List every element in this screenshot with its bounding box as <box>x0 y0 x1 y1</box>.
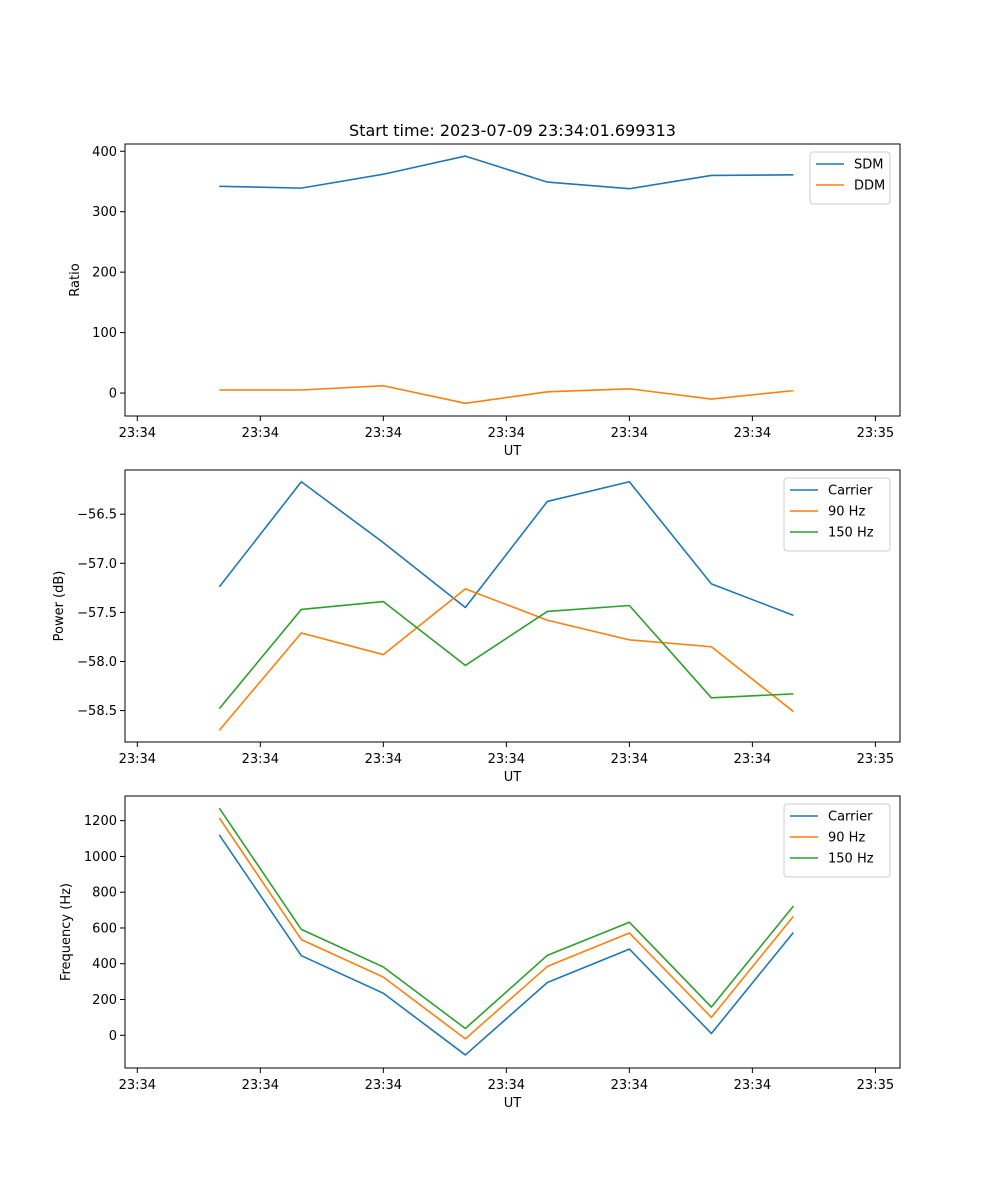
x-tick-label: 23:35 <box>857 1078 894 1093</box>
x-tick-label: 23:34 <box>488 752 525 767</box>
plot-frame <box>124 143 901 417</box>
y-tick-label: 0 <box>109 387 117 402</box>
y-tick-label: 400 <box>92 145 117 160</box>
y-tick-label: 400 <box>92 957 117 972</box>
x-axis-label: UT <box>504 770 522 785</box>
legend-label: 90 Hz <box>828 505 865 520</box>
y-tick-label: 200 <box>92 266 117 281</box>
series-line-carrier <box>218 480 794 617</box>
x-tick-label: 23:34 <box>242 1078 279 1093</box>
series-line-sdm <box>219 155 794 190</box>
y-tick-label: −58.5 <box>77 704 117 719</box>
legend-label: 150 Hz <box>828 526 874 541</box>
y-tick-label: −57.0 <box>77 557 117 572</box>
legend-box <box>809 151 891 205</box>
frequency-panel: 23:34 23:34 23:34 23:34 23:34 23:34 23:35 0 200 4… <box>59 795 901 1111</box>
series-line-150-hz <box>218 600 794 710</box>
legend-label: 150 Hz <box>828 852 874 867</box>
plot-frame <box>124 469 901 743</box>
x-tick-label: 23:34 <box>119 752 156 767</box>
x-tick-label: 23:34 <box>734 1078 771 1093</box>
x-tick-label: 23:34 <box>242 752 279 767</box>
x-tick-label: 23:34 <box>611 752 648 767</box>
legend: SDM DDM <box>809 151 891 205</box>
legend-label: Carrier <box>828 484 873 499</box>
y-tick-label: 200 <box>92 993 117 1008</box>
x-tick-label: 23:34 <box>365 752 402 767</box>
y-tick-label: 300 <box>92 205 117 220</box>
plot-frame <box>124 795 901 1069</box>
x-tick-label: 23:34 <box>611 1078 648 1093</box>
x-tick-label: 23:34 <box>119 426 156 441</box>
y-tick-label: 1000 <box>84 850 117 865</box>
y-tick-label: −57.5 <box>77 606 117 621</box>
series-line-carrier <box>218 834 795 1056</box>
x-axis-label: UT <box>504 1096 522 1111</box>
x-tick-label: 23:34 <box>119 1078 156 1093</box>
legend: Carrier 90 Hz 150 Hz <box>783 477 891 552</box>
series-line-90-hz <box>218 588 794 731</box>
y-tick-label: −56.5 <box>77 508 117 523</box>
x-tick-label: 23:34 <box>365 1078 402 1093</box>
x-tick-label: 23:35 <box>857 752 894 767</box>
series-line-ddm <box>219 384 794 405</box>
x-axis-label: UT <box>504 444 522 459</box>
legend-label: 90 Hz <box>828 831 865 846</box>
figure-title: Start time: 2023-07-09 23:34:01.699313 <box>349 121 676 140</box>
x-tick-label: 23:34 <box>488 1078 525 1093</box>
power-panel: 23:34 23:34 23:34 23:34 23:34 23:34 23:35 −58.5… <box>52 469 901 785</box>
y-axis-label: Power (dB) <box>52 571 67 642</box>
y-tick-label: 1200 <box>84 814 117 829</box>
y-tick-label: −58.0 <box>77 655 117 670</box>
y-tick-label: 600 <box>92 921 117 936</box>
y-tick-label: 800 <box>92 886 117 901</box>
x-tick-label: 23:35 <box>857 426 894 441</box>
x-tick-label: 23:34 <box>242 426 279 441</box>
x-tick-label: 23:34 <box>365 426 402 441</box>
legend-label: DDM <box>854 179 885 194</box>
x-tick-label: 23:34 <box>734 426 771 441</box>
y-axis-label: Ratio <box>68 263 83 296</box>
y-tick-label: 100 <box>92 326 117 341</box>
y-tick-label: 0 <box>109 1029 117 1044</box>
x-tick-label: 23:34 <box>734 752 771 767</box>
series-line-90-hz <box>218 817 795 1040</box>
legend: Carrier 90 Hz 150 Hz <box>783 803 891 878</box>
x-tick-label: 23:34 <box>488 426 525 441</box>
legend-label: Carrier <box>828 810 873 825</box>
y-axis-label: Frequency (Hz) <box>59 883 74 981</box>
x-tick-label: 23:34 <box>611 426 648 441</box>
series-line-150-hz <box>218 807 795 1030</box>
legend-label: SDM <box>854 158 883 173</box>
ratio-panel: 23:34 23:34 23:34 23:34 23:34 23:34 23:35 0 100 2… <box>68 143 901 459</box>
